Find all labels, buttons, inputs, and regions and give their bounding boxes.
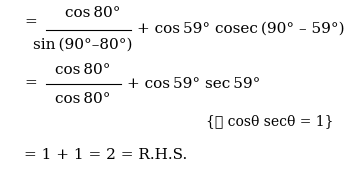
Text: = 1 + 1 = 2 = R.H.S.: = 1 + 1 = 2 = R.H.S. bbox=[24, 148, 187, 163]
Text: + cos 59° cosec (90° – 59°): + cos 59° cosec (90° – 59°) bbox=[137, 22, 344, 36]
Text: =: = bbox=[24, 15, 37, 29]
Text: + cos 59° sec 59°: + cos 59° sec 59° bbox=[127, 77, 260, 91]
Text: =: = bbox=[24, 77, 37, 91]
Text: cos 80°: cos 80° bbox=[65, 6, 120, 20]
Text: {∵ cosθ secθ = 1}: {∵ cosθ secθ = 1} bbox=[207, 114, 334, 128]
Text: cos 80°: cos 80° bbox=[55, 92, 110, 106]
Text: cos 80°: cos 80° bbox=[55, 63, 110, 77]
Text: sin (90°–80°): sin (90°–80°) bbox=[33, 37, 132, 51]
